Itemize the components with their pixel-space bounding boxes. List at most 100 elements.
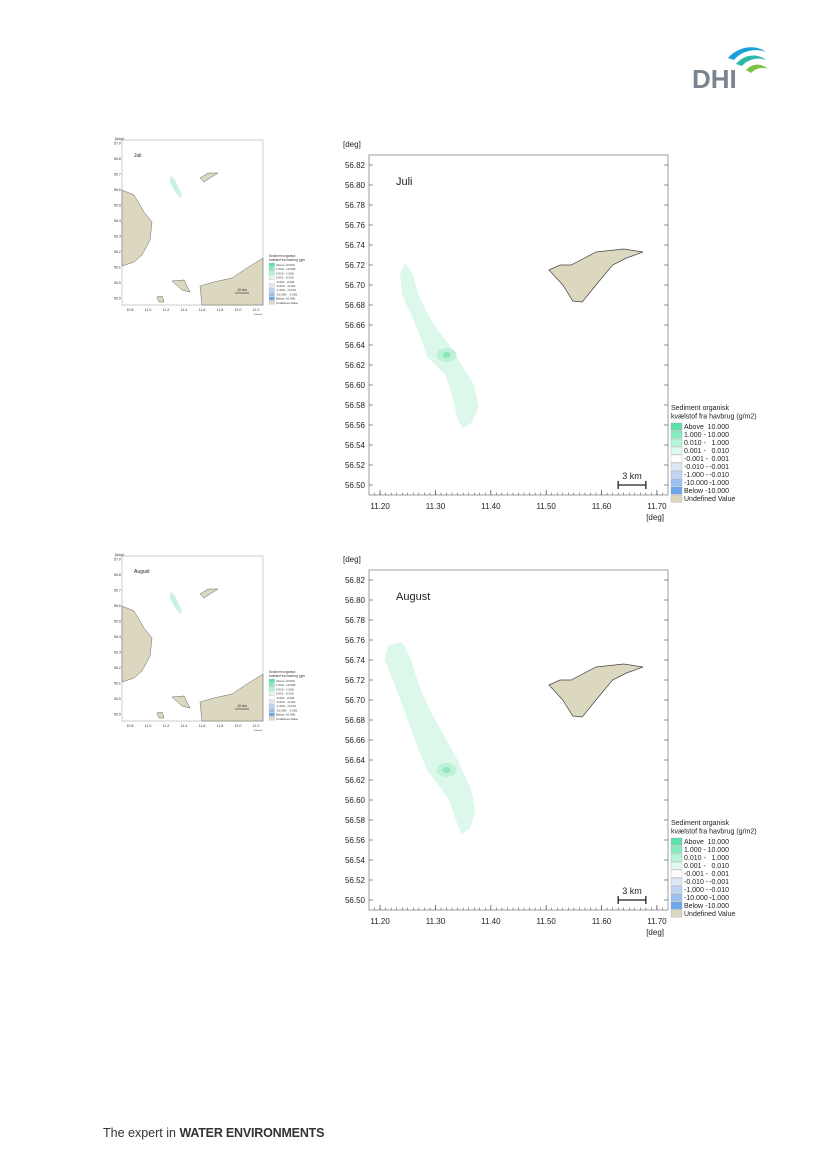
legend-value: -0.010 [709, 472, 729, 479]
thumb-island [171, 279, 191, 293]
thumb-y-tick: 56.4 [114, 219, 121, 223]
thumb-legend-swatch [268, 716, 275, 721]
y-tick-label: 56.68 [345, 301, 366, 310]
legend-value: -0.001 [709, 879, 729, 886]
y-tick-label: 56.72 [345, 676, 366, 685]
thumb-legend-label: -0.010 - -0.001 [276, 284, 296, 288]
legend-label: -10.000 - [684, 895, 713, 902]
legend-value: 10.000 [708, 432, 730, 439]
thumb-x-tick: 11.8 [217, 724, 224, 728]
thumb-legend-title-2: kvælstof fra havbrug (g/m2) [269, 258, 305, 262]
thumb-legend-label: 0.010 - 1.000 [276, 271, 294, 275]
thumb-legend-swatch [268, 704, 275, 708]
y-tick-label: 56.80 [345, 181, 366, 190]
y-tick-label: 56.78 [345, 616, 366, 625]
x-unit-label: [deg] [646, 928, 664, 937]
thumb-y-tick: 56.2 [114, 666, 121, 670]
x-tick-label: 11.30 [426, 502, 446, 511]
y-tick-label: 56.80 [345, 596, 366, 605]
legend-label: -0.010 - [684, 879, 709, 886]
overview-map-august: [deg] August 57.0 56.8 56.7 56.6 56.5 56.4 56.3 5… [113, 551, 308, 736]
thumb-x-tick: 11.6 [199, 308, 206, 312]
thumb-legend-swatch [268, 678, 275, 683]
legend-value: 0.010 [711, 863, 729, 870]
legend-label: 0.001 - [684, 448, 706, 455]
legend-label: Undefined Value [684, 911, 735, 918]
footer-emphasis: WATER ENVIRONMENTS [179, 1126, 325, 1140]
x-tick-label: 11.40 [481, 502, 501, 511]
legend-label: Below [684, 488, 704, 495]
thumb-legend-label: Below -10.000 [276, 297, 296, 301]
thumb-island [199, 588, 219, 599]
y-tick-label: 56.54 [345, 441, 366, 450]
legend-title-1: Sediment organisk [671, 820, 729, 827]
thumb-legend-label: Above 10.000 [276, 263, 295, 267]
y-tick-label: 56.60 [345, 381, 366, 390]
legend-label: -10.000 - [684, 480, 713, 487]
thumb-scale-label: 10 km [237, 288, 247, 292]
map-title: Juli [396, 176, 413, 188]
sediment-plume [384, 642, 476, 834]
thumb-y-tick: 56.5 [114, 620, 121, 624]
y-tick-label: 56.64 [345, 341, 366, 350]
legend-value: 0.001 [711, 871, 729, 878]
legend-swatch [670, 462, 683, 471]
legend-title-2: kvælstof fra havbrug (g/m2) [671, 414, 757, 421]
thumb-legend-swatch [268, 687, 275, 692]
thumb-legend-label: -10.000 - -1.000 [276, 292, 298, 296]
thumb-legend-label: 1.000 - 10.000 [276, 683, 296, 687]
thumb-y-tick: 56.7 [114, 173, 121, 177]
thumb-plume [170, 176, 182, 198]
y-tick-label: 56.76 [345, 221, 366, 230]
legend-swatch [670, 837, 683, 846]
plot-frame [368, 569, 669, 911]
thumb-y-tick: 56.0 [114, 697, 121, 701]
legend-swatch [670, 478, 683, 487]
thumb-legend-swatch [268, 712, 275, 717]
thumb-x-tick: 11.4 [181, 308, 188, 312]
thumb-west-land [121, 605, 153, 683]
y-tick-label: 56.66 [345, 736, 366, 745]
thumb-y-tick: 56.1 [114, 266, 121, 270]
thumb-legend-swatch [268, 283, 275, 288]
y-tick-label: 56.68 [345, 716, 366, 725]
thumb-x-tick: 12.0 [235, 308, 242, 312]
legend-swatch [670, 845, 683, 854]
island-land [548, 248, 644, 303]
x-tick-label: 11.40 [481, 917, 501, 926]
thumb-legend-label: -0.001 - 0.001 [276, 696, 295, 700]
thumb-x-tick: 11.6 [199, 724, 206, 728]
thumb-legend-label: -10.000 - -1.000 [276, 708, 298, 712]
legend-value: -0.010 [709, 887, 729, 894]
legend-swatch [670, 885, 683, 894]
legend-value: 10.000 [708, 424, 730, 431]
thumb-y-tick: 57.0 [114, 558, 121, 562]
thumb-legend-label: -1.000 - -0.010 [276, 288, 296, 292]
thumb-x-tick: 10.8 [127, 308, 134, 312]
y-tick-label: 56.74 [345, 656, 366, 665]
legend-label: -1.000 - [684, 887, 709, 894]
thumb-legend-label: Below -10.000 [276, 713, 296, 717]
y-tick-label: 56.74 [345, 241, 366, 250]
x-tick-label: 11.60 [592, 502, 612, 511]
thumb-legend-label: Undefined Value [276, 301, 298, 305]
thumb-legend-swatch [268, 271, 275, 276]
legend-title-2: kvælstof fra havbrug (g/m2) [671, 829, 757, 836]
legend-swatch [670, 470, 683, 479]
thumb-y-tick: 57.0 [114, 142, 121, 146]
y-tick-label: 56.58 [345, 401, 366, 410]
thumb-legend-label: 1.000 - 10.000 [276, 267, 296, 271]
thumb-legend-swatch [268, 691, 275, 696]
y-tick-label: 56.70 [345, 696, 366, 705]
y-tick-label: 56.82 [345, 576, 366, 585]
legend-label: Above [684, 424, 704, 431]
thumb-y-tick: 56.7 [114, 589, 121, 593]
thumb-island [171, 695, 191, 709]
thumb-x-tick: 11.0 [145, 308, 152, 312]
thumb-x-tick: 11.8 [217, 308, 224, 312]
thumb-y-tick: 56.5 [114, 204, 121, 208]
legend-label: -0.010 - [684, 464, 709, 471]
thumb-x-tick: 12.2 [253, 308, 260, 312]
y-tick-label: 56.64 [345, 756, 366, 765]
legend-label: 0.001 - [684, 863, 706, 870]
